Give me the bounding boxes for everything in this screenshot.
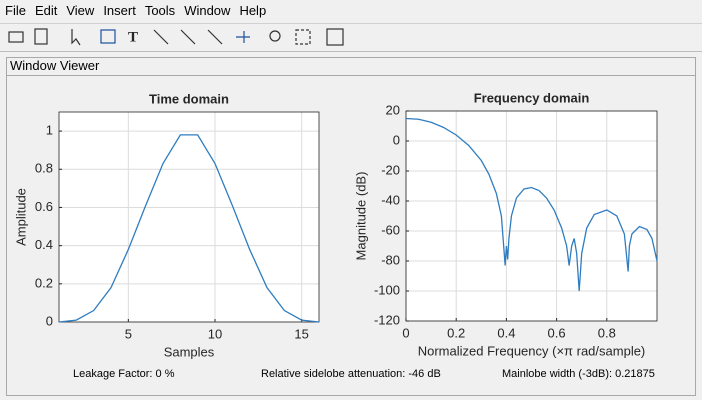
y-tick-label: 0.4 xyxy=(35,237,53,252)
y-tick-label: 0 xyxy=(46,313,53,328)
y-tick-label: 0.2 xyxy=(35,275,53,290)
data-line xyxy=(58,134,320,323)
leakage-factor: Leakage Factor: 0 % xyxy=(73,368,175,380)
data-line xyxy=(405,117,658,292)
rectangle-button[interactable] xyxy=(100,29,116,44)
chart-title: Frequency domain xyxy=(474,90,590,105)
panel-title: Window Viewer xyxy=(10,58,100,73)
line-button[interactable] xyxy=(207,29,223,45)
y-tick-label: -40 xyxy=(381,192,400,207)
y-tick-label: -20 xyxy=(381,162,400,177)
sidelobe-attenuation: Relative sidelobe attenuation: -46 dB xyxy=(261,368,441,380)
x-tick-label: 0.8 xyxy=(598,325,616,340)
x-tick-label: 0.2 xyxy=(447,325,465,340)
y-tick-label: -60 xyxy=(381,222,400,237)
menu-item[interactable]: Tools xyxy=(144,3,176,18)
x-axis-label: Normalized Frequency (×π rad/sample) xyxy=(418,343,646,358)
menu-item[interactable]: View xyxy=(66,3,95,18)
text-button[interactable]: T xyxy=(128,29,138,45)
y-axis-label: Magnitude (dB) xyxy=(353,172,368,261)
y-tick-label: 1 xyxy=(46,123,53,138)
x-tick-label: 0.6 xyxy=(548,325,566,340)
plot-frame xyxy=(405,110,658,322)
y-tick-label: -120 xyxy=(374,312,400,327)
y-tick-label: -80 xyxy=(381,252,400,267)
double-arrow-button[interactable] xyxy=(153,29,169,45)
fit-button[interactable] xyxy=(295,29,311,45)
menu-item[interactable]: Window xyxy=(184,3,231,18)
mainlobe-width: Mainlobe width (-3dB): 0.21875 xyxy=(502,368,655,380)
y-axis-label: Amplitude xyxy=(13,188,28,246)
panel: Window Viewer Leakage Factor: 0 % Relati… xyxy=(6,57,696,396)
legend-button[interactable] xyxy=(326,28,344,46)
x-tick-label: 15 xyxy=(294,326,308,341)
zoom-button[interactable] xyxy=(269,30,281,42)
y-tick-label: 0 xyxy=(393,132,400,147)
panel-divider xyxy=(7,75,695,76)
toolbar: T xyxy=(0,23,702,52)
menu-item[interactable]: Help xyxy=(239,3,267,18)
x-axis-label: Samples xyxy=(164,344,215,359)
print-button[interactable] xyxy=(8,31,24,43)
menu-item[interactable]: Edit xyxy=(34,3,58,18)
y-tick-label: 20 xyxy=(386,102,400,117)
y-tick-label: -100 xyxy=(374,282,400,297)
plot-area xyxy=(406,111,657,321)
menu-item[interactable]: File xyxy=(5,3,26,18)
arrow-button[interactable] xyxy=(180,29,196,45)
pin-button[interactable] xyxy=(236,31,250,43)
x-tick-label: 0 xyxy=(402,325,409,340)
menu-bar: File Edit View Insert Tools Window Help xyxy=(0,0,702,22)
x-tick-label: 10 xyxy=(208,326,222,341)
y-tick-label: 0.8 xyxy=(35,161,53,176)
x-tick-label: 0.4 xyxy=(497,325,515,340)
select-button[interactable] xyxy=(71,29,81,46)
chart-title: Time domain xyxy=(149,91,229,106)
plot-frame xyxy=(58,111,320,323)
print-preview-button[interactable] xyxy=(34,28,48,45)
plot-area xyxy=(59,112,319,322)
menu-item[interactable]: Insert xyxy=(103,3,136,18)
y-tick-label: 0.6 xyxy=(35,199,53,214)
x-tick-label: 5 xyxy=(125,326,132,341)
